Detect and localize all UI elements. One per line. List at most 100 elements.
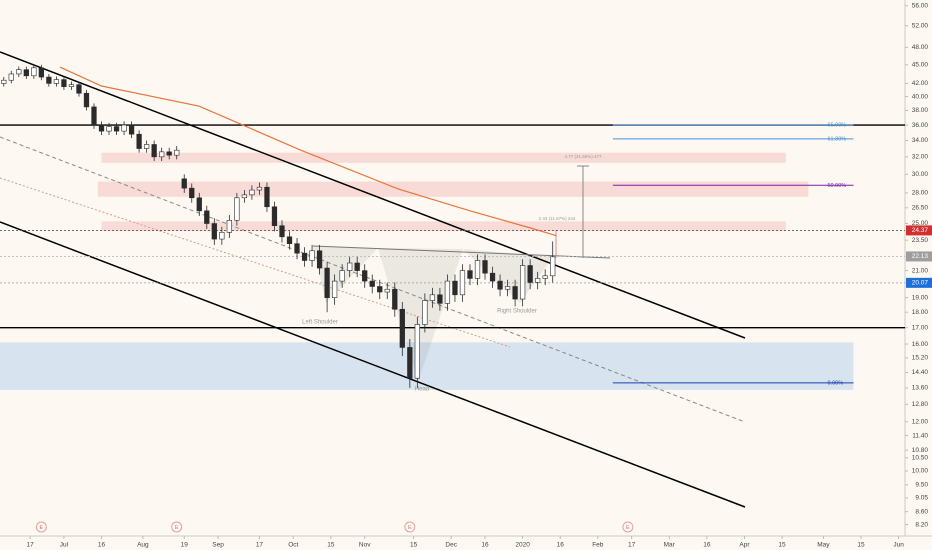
price-zone	[97, 181, 809, 197]
candle-body	[144, 144, 150, 149]
candle-body	[429, 294, 436, 301]
candle-body	[38, 67, 44, 78]
price-tag-label: 22.13	[912, 253, 929, 260]
x-tick-label: 17	[26, 542, 34, 549]
x-tick-label: Dec	[445, 542, 457, 549]
candle-body	[196, 197, 202, 212]
candle-body	[339, 270, 345, 282]
event-marker	[404, 521, 416, 533]
y-tick-label: 9.50	[915, 482, 928, 489]
candle-body	[53, 79, 60, 84]
y-tick-label: 52.00	[912, 22, 929, 29]
price-zone	[101, 152, 786, 163]
y-tick-label: 12.00	[912, 418, 929, 425]
y-tick-label: 38.00	[912, 107, 929, 114]
candle-body	[414, 324, 420, 379]
y-tick-label: 28.00	[912, 190, 929, 197]
candle-body	[234, 197, 240, 221]
candle-body	[347, 262, 353, 271]
price-tag	[906, 225, 932, 236]
candle-body	[31, 67, 37, 77]
candle-body	[151, 144, 157, 158]
candle-body	[1, 79, 7, 84]
candle-body	[437, 294, 443, 304]
candle-body	[241, 194, 248, 199]
y-tick-label: 23.50	[912, 237, 929, 244]
candle-body	[384, 288, 390, 293]
candle-body	[256, 186, 263, 191]
x-tick-label: 16	[557, 542, 565, 549]
y-tick-label: 9.05	[915, 495, 928, 502]
y-tick-label: 45.00	[912, 62, 929, 69]
y-tick-label: 15.20	[912, 355, 929, 362]
x-tick-label: 16	[98, 542, 106, 549]
event-marker	[622, 521, 634, 533]
y-tick-label: 30.00	[912, 171, 929, 178]
price-zone	[0, 342, 854, 390]
y-tick-label: 12.80	[912, 401, 929, 408]
neckline	[312, 245, 611, 259]
y-tick-label: 34.00	[912, 137, 929, 144]
y-tick-label: 56.00	[912, 2, 929, 9]
candle-body	[219, 232, 225, 240]
y-tick-label: 17.00	[912, 324, 929, 331]
candle-body	[369, 280, 375, 287]
candle-body	[309, 250, 315, 261]
y-tick-label: 42.00	[912, 80, 929, 87]
price-zone	[101, 221, 786, 232]
y-axis-panel	[905, 0, 932, 536]
x-tick-label: Jul	[60, 542, 69, 549]
pattern-label: Right Shoulder	[497, 309, 537, 315]
event-marker	[171, 521, 183, 533]
x-tick-label: Feb	[592, 542, 604, 549]
candle-body	[264, 186, 270, 208]
candle-body	[422, 300, 428, 325]
candle-body	[474, 260, 481, 279]
y-tick-label: 10.80	[912, 447, 929, 454]
event-label: E	[408, 525, 412, 531]
x-tick-label: 15	[327, 542, 335, 549]
x-tick-label: 19	[181, 542, 189, 549]
x-tick-label: 2020	[515, 542, 530, 549]
candle-body	[249, 189, 255, 196]
y-tick-label: 10.50	[912, 455, 929, 462]
y-tick-label: 48.00	[912, 44, 929, 51]
x-tick-label: 15	[410, 542, 418, 549]
x-tick-label: 17	[628, 542, 636, 549]
candle-body	[519, 265, 526, 300]
candle-body	[489, 272, 496, 282]
candle-body	[452, 280, 458, 296]
x-tick-label: 17	[256, 542, 264, 549]
event-marker	[35, 521, 47, 533]
candle-body	[527, 265, 533, 283]
candle-body	[98, 124, 105, 132]
event-label: E	[626, 525, 630, 531]
candle-body	[166, 151, 172, 156]
y-tick-label: 36.00	[912, 122, 929, 129]
fib-label: 61.80%	[827, 136, 846, 142]
y-tick-label: 13.60	[912, 385, 929, 392]
candle-body	[324, 267, 330, 298]
candle-body	[113, 126, 120, 132]
candle-body	[68, 84, 75, 87]
candle-body	[91, 106, 97, 126]
x-tick-label: Nov	[359, 542, 371, 549]
candle-body	[83, 92, 90, 108]
candle-body	[512, 286, 518, 300]
candle-body	[174, 149, 180, 156]
candle-body	[204, 210, 210, 224]
x-tick-label: 16	[703, 542, 711, 549]
x-tick-label: Aug	[137, 542, 149, 549]
pattern-label: Head	[415, 387, 429, 393]
candle-body	[279, 225, 285, 238]
y-tick-label: 19.00	[912, 294, 929, 301]
candle-body	[467, 270, 473, 279]
y-tick-label: 10.00	[912, 468, 929, 475]
candle-body	[362, 270, 368, 282]
moving-average	[59, 66, 557, 237]
candle-body	[407, 347, 413, 379]
measure-label: 2.44 (11.57%) 244	[539, 216, 576, 221]
